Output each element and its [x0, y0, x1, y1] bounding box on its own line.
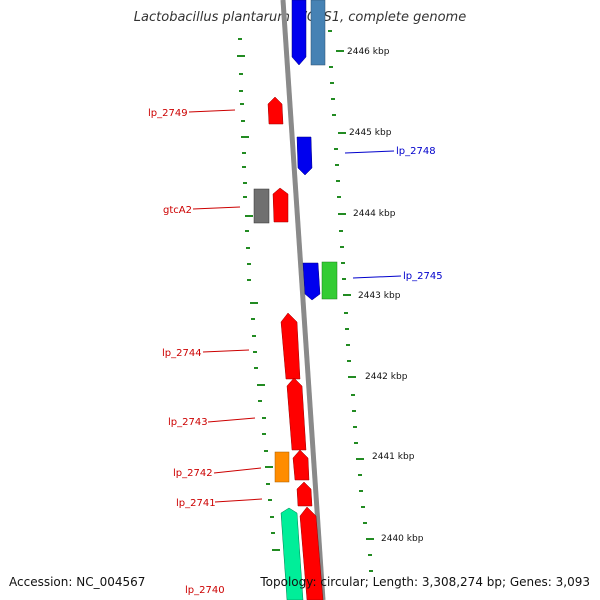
gene-feature-lp-2740-neighbor[interactable] — [299, 506, 324, 600]
leader-lines — [188, 109, 402, 503]
gene-feature-blue[interactable] — [291, 0, 307, 66]
scale-tick-label: 2440 kbp — [381, 534, 424, 544]
topology-text: Topology: circular; Length: 3,308,274 bp… — [260, 575, 590, 589]
scale-tick-label: 2441 kbp — [372, 452, 415, 462]
gene-feature-lp-2748[interactable] — [296, 136, 313, 176]
right-track — [328, 30, 374, 572]
gene-label[interactable]: lp_2743 — [168, 417, 208, 428]
gene-feature-gtca2-neighbor[interactable] — [272, 187, 289, 223]
gene-label[interactable]: lp_2748 — [396, 146, 436, 157]
gene-feature-steel[interactable] — [310, 0, 326, 66]
gene-label[interactable]: lp_2745 — [403, 271, 443, 282]
gene-features — [253, 0, 338, 600]
scale-tick-label: 2446 kbp — [347, 47, 390, 57]
scale-tick-label: 2444 kbp — [353, 209, 396, 219]
gene-labels: lp_2749 lp_2748 gtcA2 lp_2745 lp_2744 lp… — [148, 108, 443, 596]
gene-label[interactable]: lp_2740 — [185, 585, 225, 596]
gene-label[interactable]: lp_2749 — [148, 108, 188, 119]
gene-feature-lp-2745[interactable] — [302, 262, 321, 301]
gene-feature-lp-2745-neighbor[interactable] — [321, 261, 338, 300]
gene-label[interactable]: lp_2741 — [176, 498, 216, 509]
scale-labels: 2446 kbp 2445 kbp 2444 kbp 2443 kbp 2442… — [347, 47, 424, 544]
scale-tick-label: 2445 kbp — [349, 128, 392, 138]
gene-feature-lp-2740[interactable] — [280, 507, 304, 600]
gene-feature-lp-2742-neighbor[interactable] — [292, 449, 310, 481]
gene-feature-gtca2[interactable] — [253, 188, 270, 224]
gene-label[interactable]: lp_2744 — [162, 348, 202, 359]
gene-label[interactable]: gtcA2 — [163, 205, 192, 216]
backbone-line — [280, 0, 326, 600]
accession-text: Accession: NC_004567 — [9, 575, 146, 589]
gene-feature-lp-2742[interactable] — [274, 451, 290, 483]
gene-feature-lp-2741[interactable] — [296, 481, 313, 507]
scale-tick-label: 2442 kbp — [365, 372, 408, 382]
backbone — [280, 0, 326, 600]
gene-label[interactable]: lp_2742 — [173, 468, 213, 479]
left-track — [237, 38, 280, 551]
gene-feature-lp-2749[interactable] — [267, 96, 284, 125]
scale-tick-label: 2443 kbp — [358, 291, 401, 301]
gene-feature-lp-2743[interactable] — [286, 377, 307, 451]
gene-feature-lp-2744[interactable] — [280, 312, 301, 380]
